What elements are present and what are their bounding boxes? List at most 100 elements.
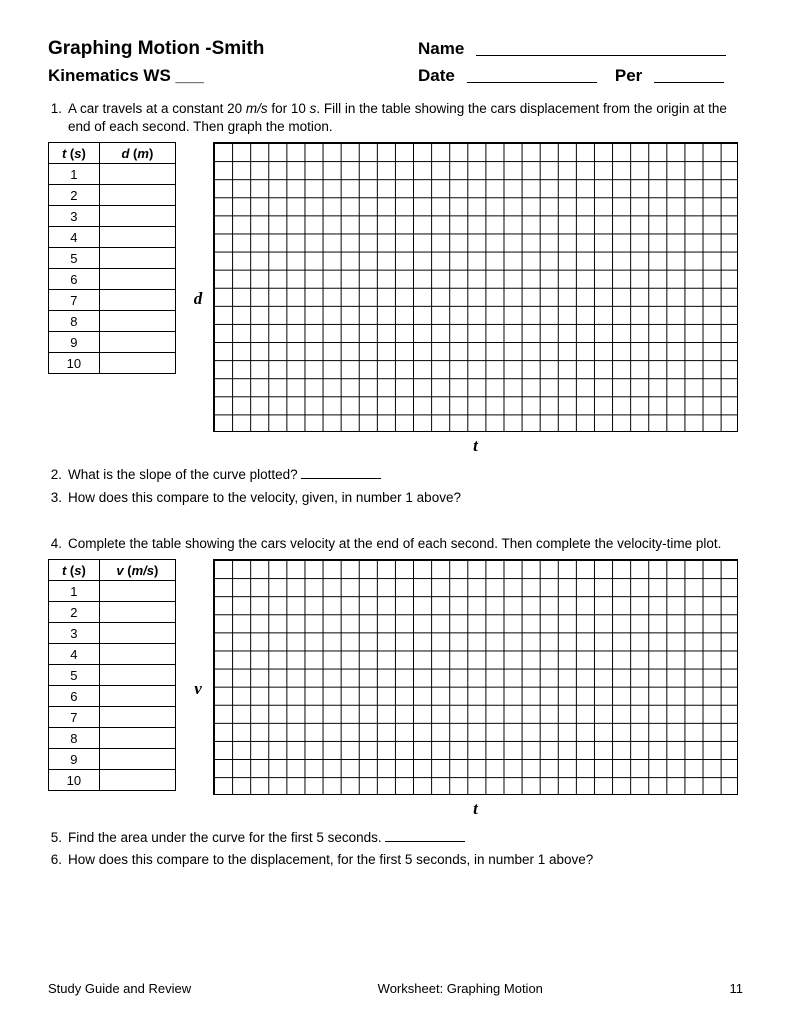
t1-r9-c2[interactable]	[99, 332, 175, 353]
t2-col2-head: v (m/s)	[99, 560, 175, 581]
table-row: 6	[49, 269, 176, 290]
grid2-wrap: t	[213, 559, 743, 819]
t1-r6-c1: 6	[49, 269, 100, 290]
table-row: 7	[49, 707, 176, 728]
t2-r1-c2[interactable]	[99, 581, 175, 602]
footer-center: Worksheet: Graphing Motion	[378, 981, 543, 996]
header-row-1: Graphing Motion -Smith Name	[48, 38, 743, 60]
table-row: 5	[49, 665, 176, 686]
q5-text-span: Find the area under the curve for the fi…	[68, 830, 385, 845]
t1-r5-c1: 5	[49, 248, 100, 269]
q2-blank[interactable]	[301, 478, 381, 479]
q1-text-a: A car travels at a constant 20	[68, 101, 246, 116]
table-row: 5	[49, 248, 176, 269]
table-row: 2	[49, 602, 176, 623]
t2-r2-c1: 2	[49, 602, 100, 623]
t1-col2-unit: m	[137, 146, 149, 161]
date-blank[interactable]	[467, 82, 597, 83]
t2-r3-c2[interactable]	[99, 623, 175, 644]
t1-r9-c1: 9	[49, 332, 100, 353]
t1-r7-c1: 7	[49, 290, 100, 311]
table-row: 10	[49, 353, 176, 374]
table-row: 10	[49, 770, 176, 791]
grid1-y-axis: d	[183, 142, 213, 456]
t1-r3-c1: 3	[49, 206, 100, 227]
t1-r5-c2[interactable]	[99, 248, 175, 269]
t1-r10-c2[interactable]	[99, 353, 175, 374]
t1-col2-head: d (m)	[99, 143, 175, 164]
q1-unit-a: m/s	[246, 101, 268, 116]
grid2-y-axis: v	[183, 559, 213, 819]
q5-blank[interactable]	[385, 841, 465, 842]
t1-col2-var: d	[121, 146, 129, 161]
table-row: 3	[49, 623, 176, 644]
table-1-wrap: t (s) d (m) 1 2 3 4 5 6 7 8 9 10	[48, 142, 183, 456]
table-row: 4	[49, 227, 176, 248]
q3-num: 3.	[48, 489, 68, 507]
header-row-2: Kinematics WS ___ Date Per	[48, 66, 743, 86]
t2-col2-var: v	[116, 563, 123, 578]
table-row: 6	[49, 686, 176, 707]
name-label: Name	[418, 39, 464, 59]
grid-2[interactable]	[213, 559, 738, 795]
t2-r1-c1: 1	[49, 581, 100, 602]
t1-r8-c2[interactable]	[99, 311, 175, 332]
name-blank[interactable]	[476, 55, 726, 56]
t2-r4-c2[interactable]	[99, 644, 175, 665]
t2-r8-c1: 8	[49, 728, 100, 749]
t1-r1-c2[interactable]	[99, 164, 175, 185]
t1-r7-c2[interactable]	[99, 290, 175, 311]
worksheet-title: Graphing Motion -Smith	[48, 38, 418, 60]
question-4: 4. Complete the table showing the cars v…	[48, 535, 743, 553]
t2-r10-c1: 10	[49, 770, 100, 791]
q5-text: Find the area under the curve for the fi…	[68, 829, 743, 847]
t1-r8-c1: 8	[49, 311, 100, 332]
t2-r4-c1: 4	[49, 644, 100, 665]
t2-r6-c1: 6	[49, 686, 100, 707]
q4-num: 4.	[48, 535, 68, 553]
table-2-wrap: t (s) v (m/s) 1 2 3 4 5 6 7 8 9 10	[48, 559, 183, 819]
t1-r3-c2[interactable]	[99, 206, 175, 227]
t1-r6-c2[interactable]	[99, 269, 175, 290]
q2-text-span: What is the slope of the curve plotted?	[68, 467, 301, 482]
grid1-x-axis: t	[213, 432, 738, 456]
t1-r4-c2[interactable]	[99, 227, 175, 248]
t1-r1-c1: 1	[49, 164, 100, 185]
grid1-wrap: t	[213, 142, 743, 456]
t2-r5-c2[interactable]	[99, 665, 175, 686]
section-2: t (s) v (m/s) 1 2 3 4 5 6 7 8 9 10 v t	[48, 559, 743, 819]
t2-r2-c2[interactable]	[99, 602, 175, 623]
worksheet-page: Graphing Motion -Smith Name Kinematics W…	[0, 0, 791, 1024]
table-row: 9	[49, 749, 176, 770]
table-2: t (s) v (m/s) 1 2 3 4 5 6 7 8 9 10	[48, 559, 176, 791]
q3-text: How does this compare to the velocity, g…	[68, 489, 743, 507]
t2-r10-c2[interactable]	[99, 770, 175, 791]
worksheet-subtitle: Kinematics WS ___	[48, 66, 418, 86]
q2-text: What is the slope of the curve plotted?	[68, 466, 743, 484]
t2-r9-c2[interactable]	[99, 749, 175, 770]
t2-r6-c2[interactable]	[99, 686, 175, 707]
t2-r7-c2[interactable]	[99, 707, 175, 728]
t2-r3-c1: 3	[49, 623, 100, 644]
page-footer: Study Guide and Review Worksheet: Graphi…	[48, 981, 743, 996]
footer-right: 11	[729, 981, 743, 996]
t1-r4-c1: 4	[49, 227, 100, 248]
table-row: 9	[49, 332, 176, 353]
question-6: 6. How does this compare to the displace…	[48, 851, 743, 869]
q5-num: 5.	[48, 829, 68, 847]
table-row: 8	[49, 728, 176, 749]
q2-num: 2.	[48, 466, 68, 484]
t2-r8-c2[interactable]	[99, 728, 175, 749]
table-row: 3	[49, 206, 176, 227]
q6-text: How does this compare to the displacemen…	[68, 851, 743, 869]
q1-text: A car travels at a constant 20 m/s for 1…	[68, 100, 743, 136]
per-blank[interactable]	[654, 82, 724, 83]
t2-col1-var: t	[62, 563, 66, 578]
t2-r9-c1: 9	[49, 749, 100, 770]
t1-r2-c2[interactable]	[99, 185, 175, 206]
t1-col1-unit: s	[74, 146, 81, 161]
t2-col1-unit: s	[74, 563, 81, 578]
grid-1[interactable]	[213, 142, 738, 432]
per-label: Per	[615, 66, 642, 86]
question-3: 3. How does this compare to the velocity…	[48, 489, 743, 507]
